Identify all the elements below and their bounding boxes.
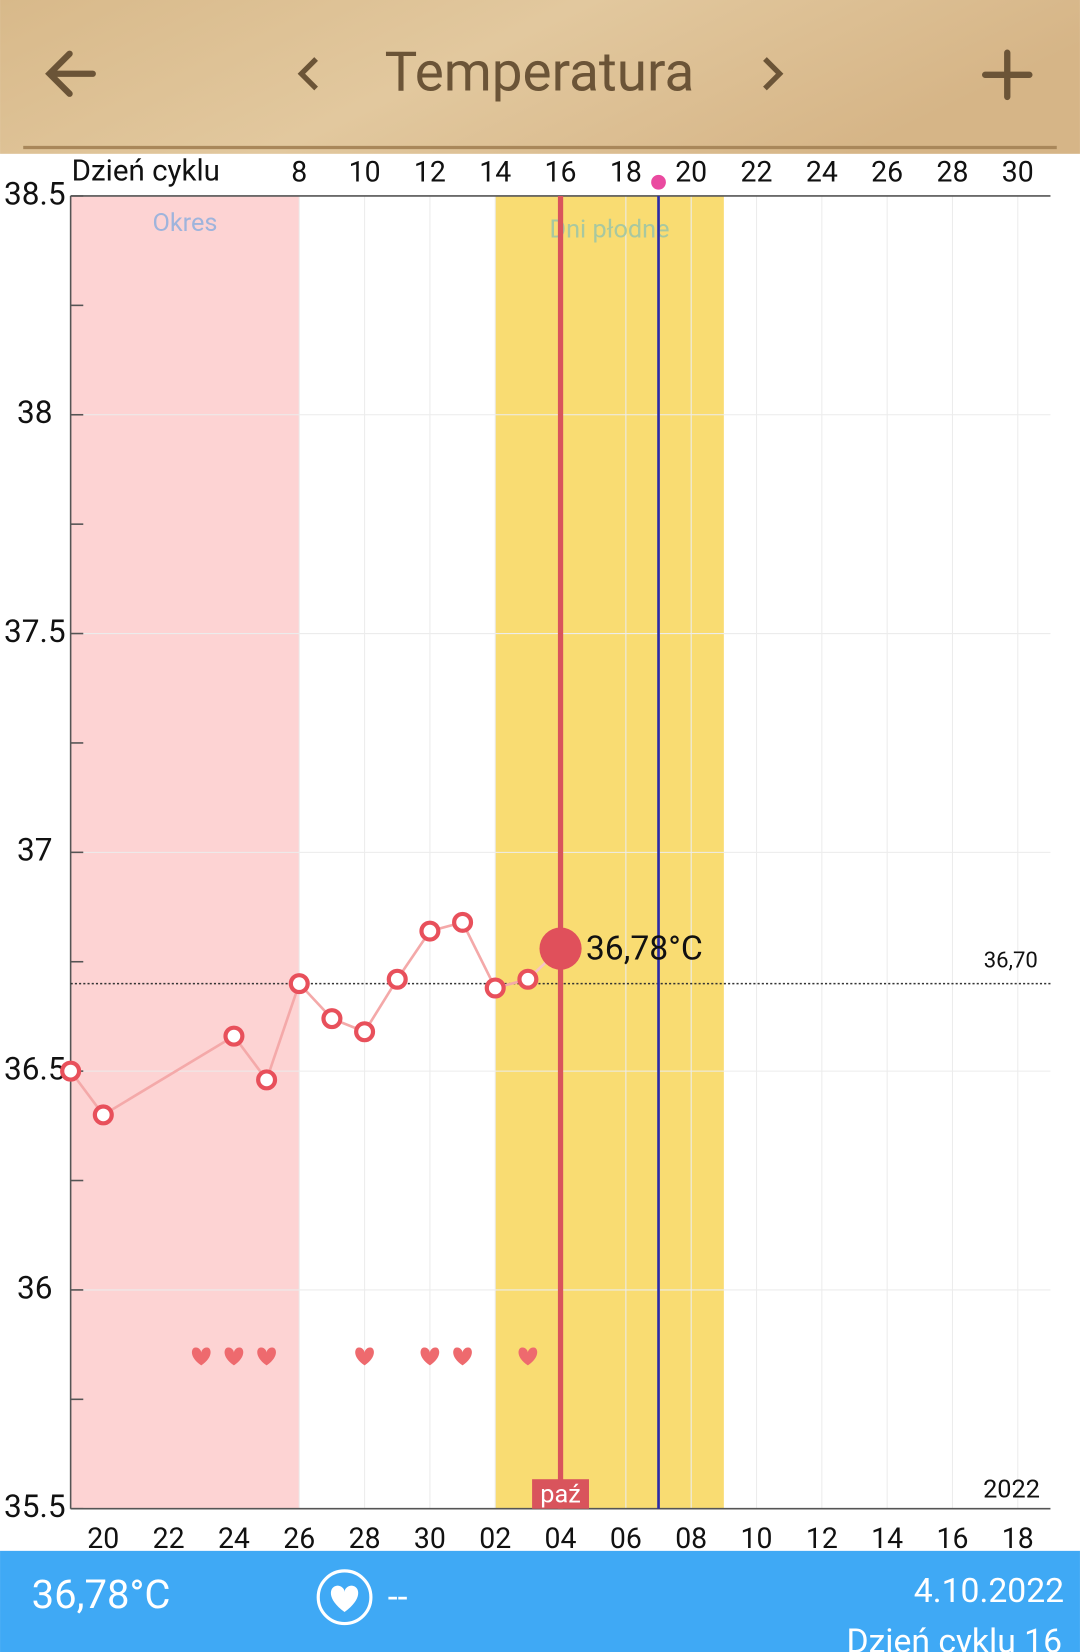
year-label: 2022 — [983, 1475, 1040, 1504]
x2-tick-label: 20 — [87, 1522, 119, 1555]
x-tick-label: 16 — [545, 155, 577, 188]
x-axis-title: Dzień cyklu — [72, 155, 220, 189]
x-tick-label: 10 — [349, 155, 381, 188]
y-tick-label: 37 — [17, 832, 53, 869]
x2-tick-label: 06 — [610, 1522, 642, 1555]
prev-button[interactable] — [297, 57, 318, 91]
x-tick-label: 24 — [806, 155, 838, 188]
data-point — [288, 973, 310, 995]
x2-tick-label: 14 — [871, 1522, 903, 1555]
x-tick-label: 18 — [610, 155, 642, 188]
x-tick-label: 26 — [871, 155, 903, 188]
intercourse-icon[interactable] — [316, 1569, 373, 1626]
y-tick-label: 36.5 — [4, 1050, 66, 1087]
x-tick-label: 28 — [936, 155, 968, 188]
series-line — [69, 920, 529, 1117]
y-tick-label: 36 — [17, 1269, 53, 1306]
intercourse-heart — [420, 1347, 440, 1366]
x2-tick-label: 02 — [479, 1522, 511, 1555]
data-point — [321, 1008, 343, 1030]
x2-tick-label: 22 — [153, 1522, 185, 1555]
intercourse-heart — [257, 1347, 276, 1366]
footer-date: 4.10.2022 — [914, 1572, 1064, 1611]
data-point — [452, 911, 474, 933]
footer-temperature: 36,78°C — [32, 1571, 171, 1618]
data-point — [354, 1021, 376, 1043]
y-tick-label: 37.5 — [4, 613, 66, 650]
y-tick-label: 38 — [17, 394, 53, 431]
next-button[interactable] — [763, 57, 784, 91]
x2-tick-label: 10 — [741, 1522, 773, 1555]
back-button[interactable] — [45, 50, 96, 97]
x-tick-label: 20 — [675, 155, 707, 188]
chart: Okres Dni płodne 35.5 36 36.5 37 37.5 38 38.5Dzi… — [4, 155, 1051, 1555]
data-point — [484, 977, 506, 999]
x-tick-label: 30 — [1002, 155, 1034, 188]
data-point — [92, 1104, 114, 1126]
x2-tick-label: 30 — [414, 1522, 446, 1555]
footer-intercourse: -- — [388, 1576, 408, 1618]
header-title: Temperatura — [385, 40, 695, 104]
intercourse-heart — [518, 1347, 538, 1366]
y-tick-label: 35.5 — [4, 1488, 66, 1525]
coverline-label: 36,70 — [984, 947, 1038, 973]
x2-tick-label: 12 — [806, 1522, 838, 1555]
x2-tick-label: 26 — [283, 1522, 315, 1555]
data-point — [223, 1025, 245, 1047]
data-point — [60, 1060, 82, 1082]
intercourse-heart — [191, 1347, 211, 1366]
x2-tick-label: 16 — [936, 1522, 968, 1555]
x2-tick-label: 18 — [1002, 1522, 1034, 1555]
x-tick-label: 8 — [291, 155, 307, 188]
x-tick-label: 22 — [741, 155, 773, 188]
ovulation-dot — [651, 174, 666, 190]
x-tick-label: 12 — [414, 155, 446, 188]
month-marker-bg — [532, 1479, 589, 1509]
intercourse-heart — [224, 1347, 244, 1366]
header-bar — [0, 0, 1080, 154]
band-label: Okres — [152, 209, 217, 238]
footer-bar — [0, 1550, 1080, 1652]
highlight-label: 36,78°C — [586, 930, 703, 969]
footer-cycle-day: Dzień cyklu 16 — [846, 1622, 1062, 1652]
intercourse-heart — [453, 1347, 472, 1366]
y-tick-label: 38.5 — [4, 175, 66, 212]
intercourse-heart — [355, 1347, 374, 1366]
add-button[interactable] — [981, 49, 1033, 101]
x2-tick-label: 04 — [545, 1522, 577, 1555]
x-tick-label: 14 — [479, 155, 511, 188]
data-point — [419, 920, 441, 942]
highlight-point — [539, 927, 582, 970]
data-point — [517, 968, 539, 990]
x2-tick-label: 28 — [349, 1522, 381, 1555]
data-point — [386, 968, 408, 990]
month-marker: paź — [540, 1481, 580, 1510]
data-point — [256, 1069, 278, 1091]
x2-tick-label: 08 — [675, 1522, 707, 1555]
band-label: Dni płodne — [550, 215, 670, 244]
x2-tick-label: 24 — [218, 1522, 250, 1555]
